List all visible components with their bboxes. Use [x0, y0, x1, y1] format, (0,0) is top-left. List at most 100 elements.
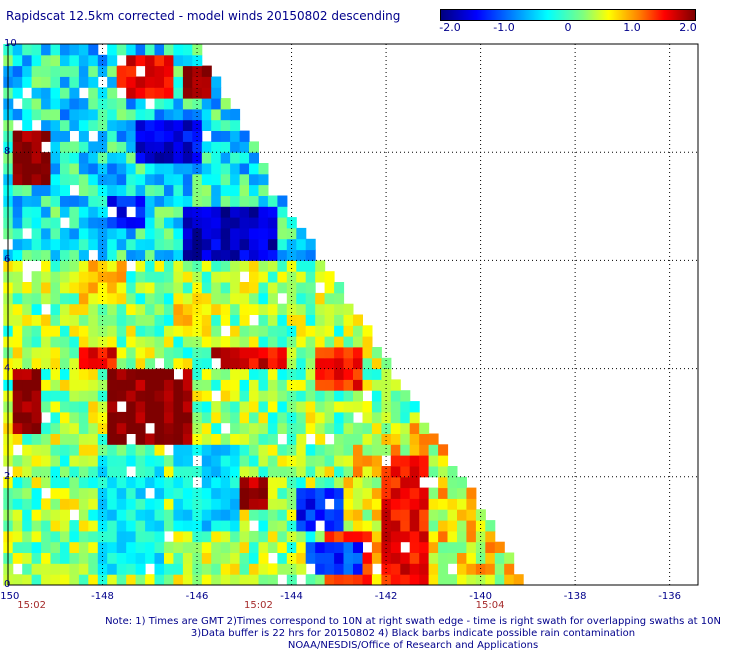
wind-cell: [192, 357, 203, 370]
x-tick-label: -136: [658, 591, 681, 602]
wind-cell: [69, 76, 80, 88]
wind-cell: [447, 552, 458, 564]
wind-cell: [154, 401, 165, 413]
wind-cell: [135, 336, 146, 348]
x-tick-label: -146: [185, 591, 209, 602]
wind-cell: [107, 357, 118, 370]
wind-cell: [69, 530, 80, 543]
wind-cell: [428, 455, 439, 467]
wind-cell: [267, 476, 278, 489]
wind-cell: [41, 368, 52, 380]
wind-cell: [135, 574, 146, 586]
wind-cell: [343, 411, 354, 424]
wind-cell: [220, 357, 231, 370]
wind-cell: [31, 552, 42, 564]
wind-cell: [182, 325, 193, 337]
wind-cell: [145, 152, 156, 164]
wind-cell: [239, 574, 250, 586]
wind-cell: [12, 184, 23, 196]
wind-cell: [428, 530, 439, 543]
wind-cell: [12, 238, 23, 251]
wind-cell: [173, 76, 184, 88]
wind-cell: [135, 282, 146, 294]
wind-cell: [192, 260, 203, 272]
wind-cell: [164, 98, 174, 110]
wind-cell: [192, 227, 203, 240]
wind-cell: [182, 87, 193, 99]
wind-cell: [249, 422, 259, 434]
wind-cell: [135, 238, 146, 251]
wind-cell: [173, 476, 184, 489]
wind-cell: [409, 552, 420, 564]
wind-cell: [192, 173, 203, 186]
wind-cell: [107, 292, 118, 305]
wind-cell: [60, 433, 70, 445]
wind-cell: [277, 563, 288, 575]
wind-cell: [315, 357, 326, 370]
wind-cell: [182, 563, 193, 575]
wind-cell: [305, 401, 316, 413]
wind-cell: [145, 552, 156, 564]
wind-cell: [201, 357, 212, 370]
wind-cell: [390, 390, 401, 402]
wind-cell: [239, 411, 250, 424]
wind-cell: [78, 530, 89, 543]
wind-cell: [69, 552, 80, 564]
wind-cell: [438, 444, 449, 456]
wind-cell: [192, 282, 203, 294]
wind-cell: [97, 563, 108, 575]
wind-cell: [324, 401, 335, 413]
wind-cell: [50, 141, 61, 153]
wind-cell: [145, 260, 156, 272]
wind-cell: [182, 130, 193, 142]
wind-cell: [286, 444, 297, 456]
wind-cell: [78, 314, 89, 326]
wind-cell: [296, 249, 307, 261]
wind-cell: [60, 336, 70, 348]
wind-cell: [353, 563, 363, 575]
wind-cell: [97, 206, 108, 218]
wind-cell: [173, 422, 184, 434]
wind-cell: [78, 76, 89, 88]
wind-cell: [145, 336, 156, 348]
wind-cell: [390, 466, 401, 478]
wind-cell: [12, 336, 23, 348]
wind-cell: [69, 563, 80, 575]
wind-cell: [201, 152, 212, 164]
wind-cell: [201, 530, 212, 543]
wind-cell: [69, 422, 80, 434]
wind-cell: [400, 390, 411, 402]
wind-cell: [50, 552, 61, 564]
wind-cell: [50, 401, 61, 413]
wind-cell: [41, 552, 52, 564]
wind-cell: [390, 574, 401, 586]
wind-cell: [22, 173, 33, 186]
wind-cell: [249, 206, 259, 218]
wind-cell: [88, 227, 99, 240]
wind-cell: [230, 563, 241, 575]
wind-cell: [201, 303, 212, 315]
wind-cell: [230, 184, 241, 196]
wind-cell: [239, 509, 250, 521]
wind-cell: [97, 292, 108, 305]
wind-cell: [88, 347, 99, 359]
wind-cell: [50, 206, 61, 218]
wind-cell: [305, 347, 316, 359]
wind-cell: [88, 260, 99, 272]
wind-cell: [60, 509, 70, 521]
wind-cell: [88, 282, 99, 294]
wind-cell: [107, 303, 118, 315]
wind-cell: [31, 541, 42, 553]
wind-cell: [419, 552, 430, 564]
wind-cell: [97, 520, 108, 532]
wind-cell: [220, 466, 231, 478]
wind-cell: [249, 509, 259, 521]
wind-cell: [116, 314, 127, 326]
wind-cell: [239, 260, 250, 272]
wind-cell: [239, 130, 250, 142]
wind-cell: [116, 433, 127, 445]
wind-cell: [324, 487, 335, 499]
wind-cell: [324, 563, 335, 575]
wind-cell: [381, 433, 392, 445]
wind-cell: [126, 238, 137, 251]
